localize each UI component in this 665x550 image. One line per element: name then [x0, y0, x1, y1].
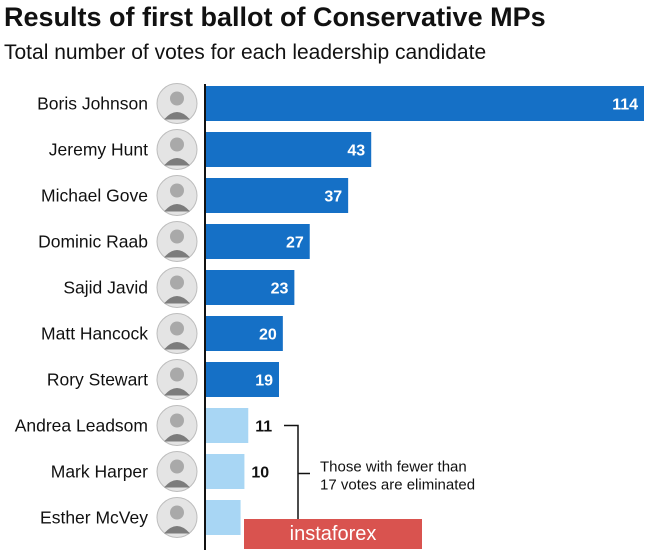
value-label-dominic-raab: 27: [286, 235, 304, 252]
bar-jeremy-hunt: [206, 132, 372, 167]
avatar-body-icon: [164, 296, 190, 304]
value-label-boris-johnson: 114: [612, 97, 638, 114]
avatar-body-icon: [164, 434, 190, 442]
bar-mark-harper: [206, 454, 245, 489]
bar-andrea-leadsom: [206, 408, 249, 443]
candidate-label-rory-stewart: Rory Stewart: [47, 370, 148, 390]
bar-rory-stewart: [206, 362, 279, 397]
avatar-body-icon: [164, 158, 190, 166]
value-label-mark-harper: 10: [251, 465, 269, 482]
avatar-body-icon: [164, 480, 190, 488]
bar-sajid-javid: [206, 270, 295, 305]
candidate-label-andrea-leadsom: Andrea Leadsom: [15, 416, 148, 436]
avatar-body-icon: [164, 250, 190, 258]
bar-matt-hancock: [206, 316, 283, 351]
watermark-logo: instaforex: [244, 519, 422, 549]
candidate-label-mark-harper: Mark Harper: [51, 462, 148, 482]
bar-esther-mcvey: [206, 500, 241, 535]
candidate-label-dominic-raab: Dominic Raab: [38, 232, 148, 252]
avatar-head-icon: [170, 367, 184, 382]
value-label-andrea-leadsom: 11: [255, 419, 272, 436]
bar-michael-gove: [206, 178, 349, 213]
avatar-body-icon: [164, 526, 190, 534]
avatar-body-icon: [164, 388, 190, 396]
chart-subtitle: Total number of votes for each leadershi…: [4, 41, 487, 64]
chart-title: Results of first ballot of Conservative …: [4, 2, 546, 32]
bar-boris-johnson: [206, 86, 644, 121]
value-label-matt-hancock: 20: [259, 327, 277, 344]
avatar-body-icon: [164, 342, 190, 350]
avatar-head-icon: [170, 137, 184, 152]
elimination-bracket: [284, 424, 299, 522]
candidate-label-esther-mcvey: Esther McVey: [40, 508, 148, 528]
value-label-sajid-javid: 23: [271, 281, 289, 298]
avatar-head-icon: [170, 91, 184, 106]
annotation-line-2: 17 votes are eliminated: [320, 477, 475, 494]
candidate-label-sajid-javid: Sajid Javid: [63, 278, 148, 298]
avatar-head-icon: [170, 183, 184, 198]
avatar-head-icon: [170, 229, 184, 244]
avatar-body-icon: [164, 112, 190, 120]
avatar-head-icon: [170, 275, 184, 290]
value-label-rory-stewart: 19: [255, 373, 273, 390]
candidate-label-matt-hancock: Matt Hancock: [41, 324, 148, 344]
avatar-body-icon: [164, 204, 190, 212]
value-label-michael-gove: 37: [324, 189, 342, 206]
candidate-label-boris-johnson: Boris Johnson: [37, 94, 148, 114]
annotation-line-1: Those with fewer than: [320, 459, 467, 476]
avatar-head-icon: [170, 505, 184, 520]
bar-dominic-raab: [206, 224, 310, 259]
avatar-head-icon: [170, 321, 184, 336]
avatar-head-icon: [170, 459, 184, 474]
candidate-label-michael-gove: Michael Gove: [41, 186, 148, 206]
candidate-label-jeremy-hunt: Jeremy Hunt: [49, 140, 148, 160]
value-label-jeremy-hunt: 43: [347, 143, 365, 160]
avatar-head-icon: [170, 413, 184, 428]
